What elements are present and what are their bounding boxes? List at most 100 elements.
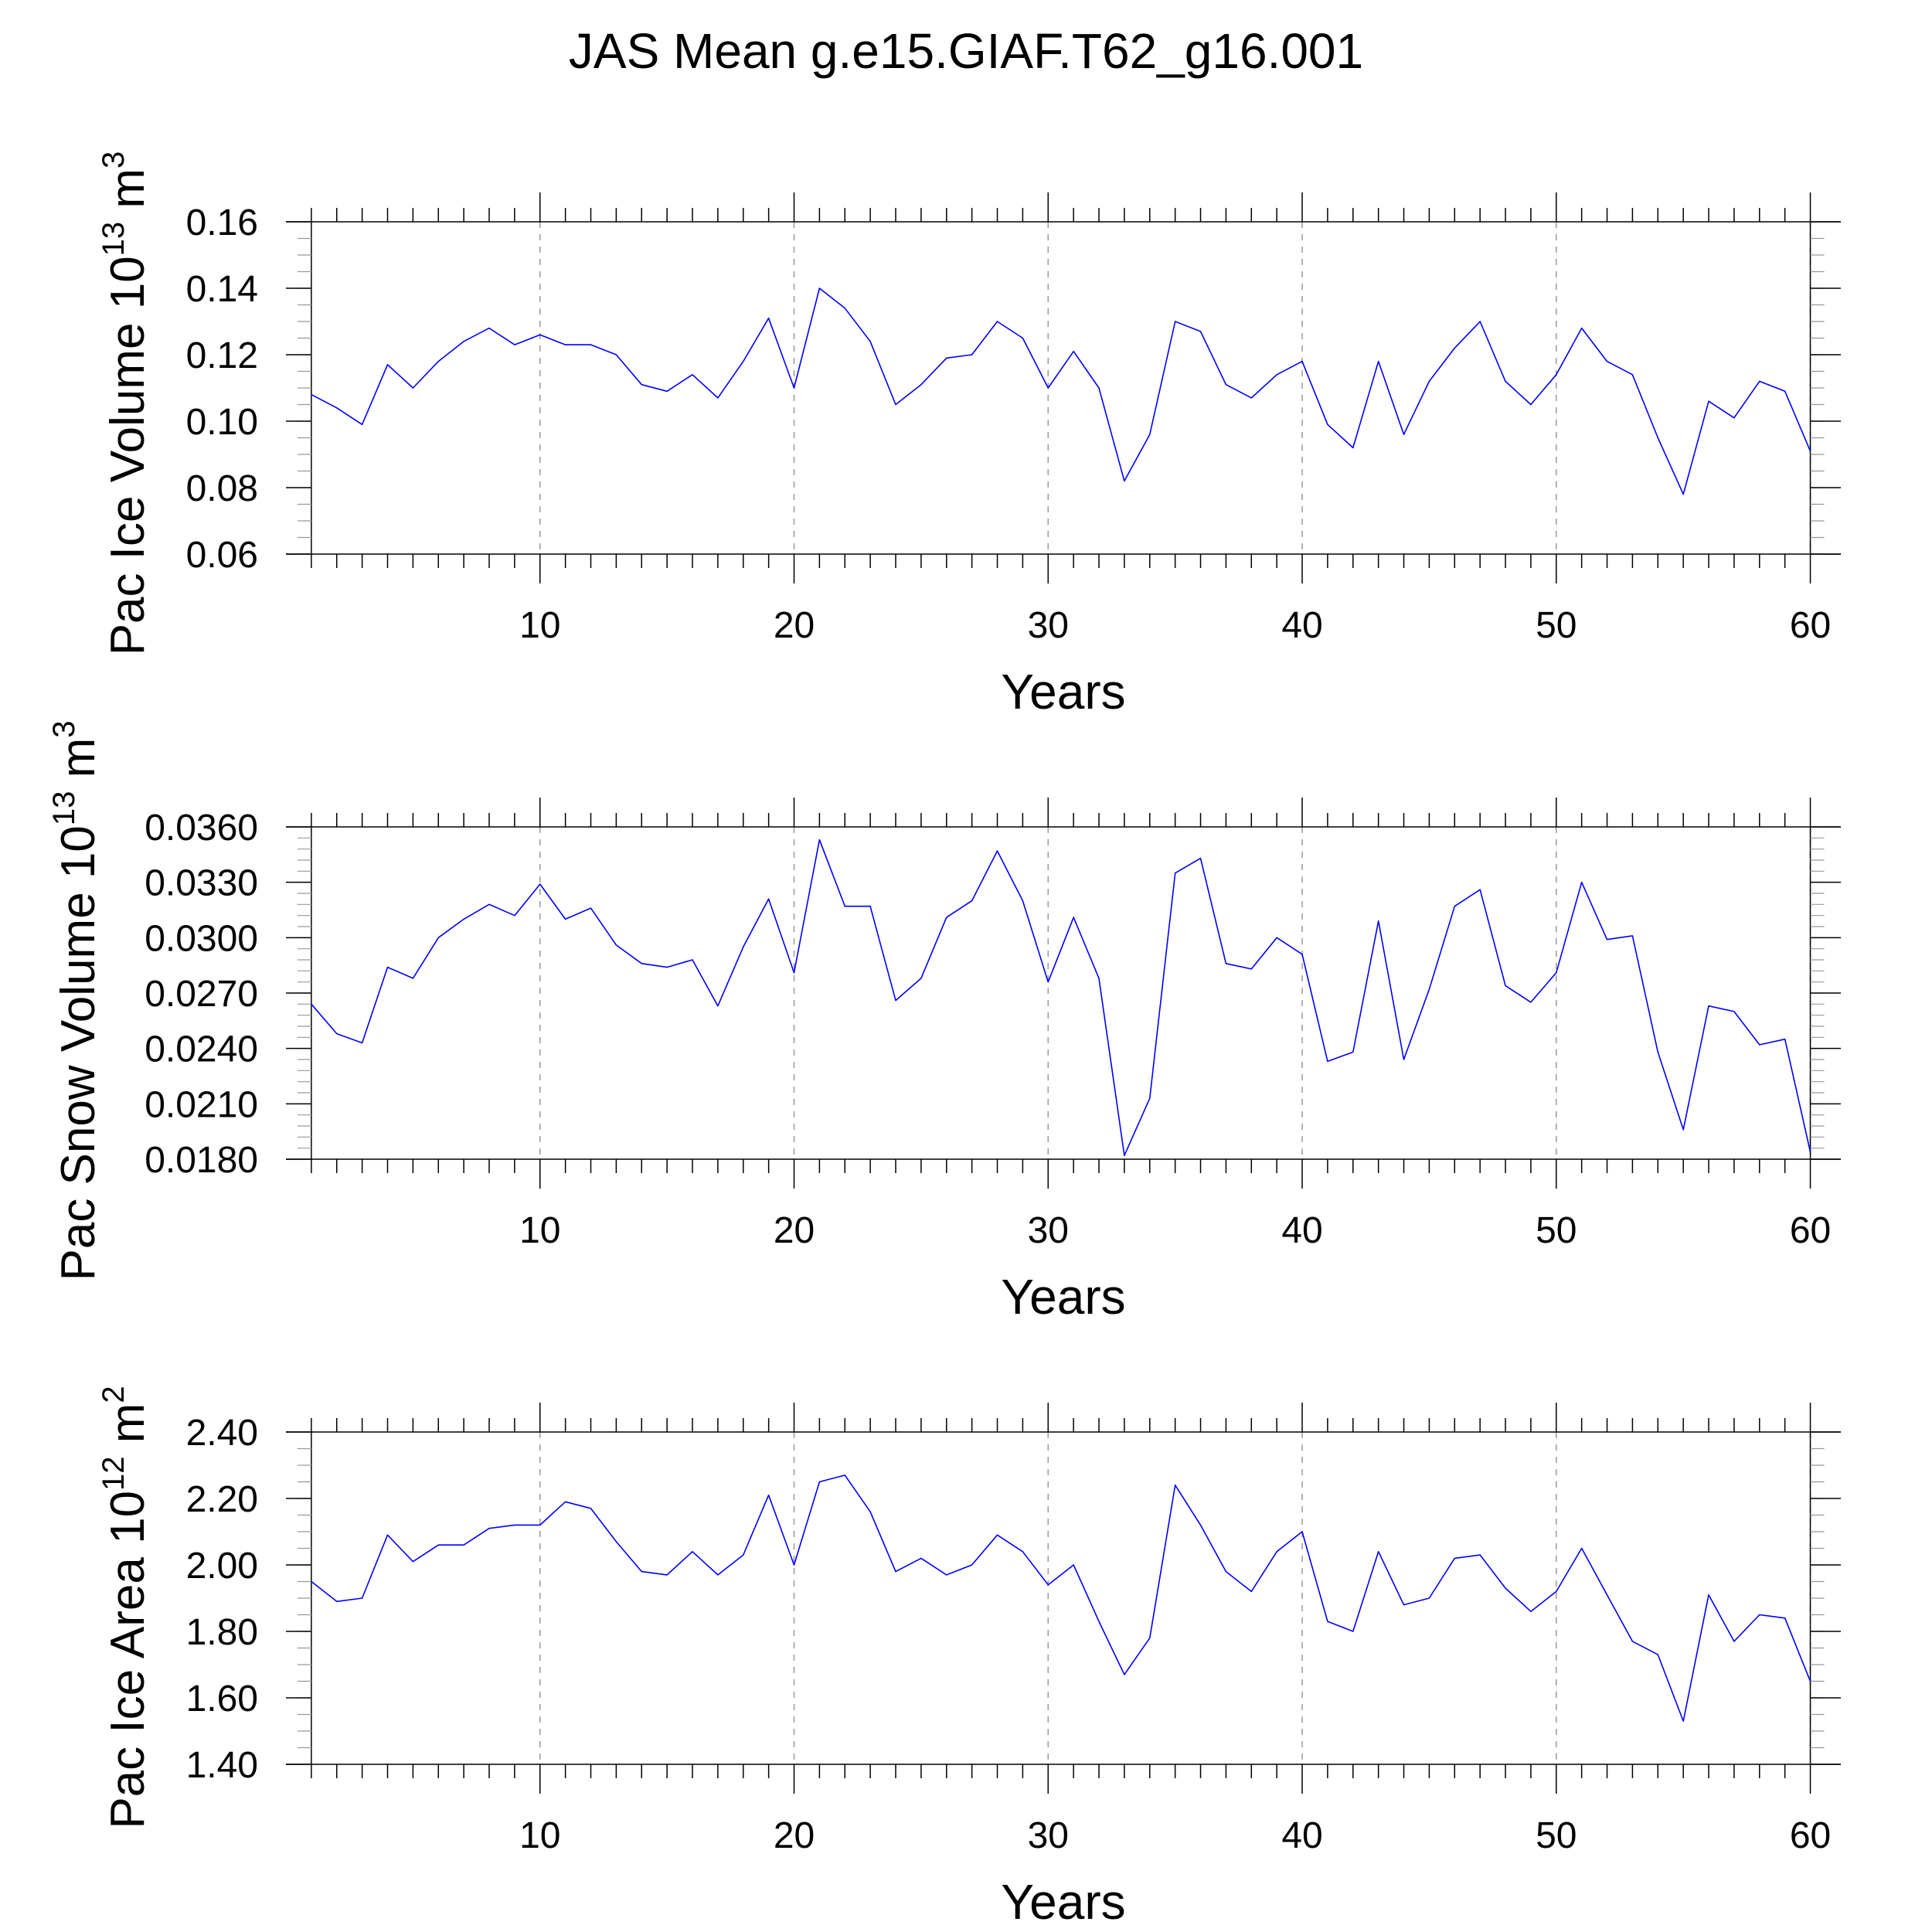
data-point <box>1809 1151 1811 1153</box>
x-axis-label: Years <box>1001 1269 1125 1325</box>
y-tick-label: 0.16 <box>186 202 258 243</box>
data-point <box>386 1534 389 1536</box>
data-point <box>768 898 770 900</box>
data-point <box>1378 361 1379 362</box>
data-point <box>996 1534 998 1536</box>
data-point <box>666 1574 668 1576</box>
data-point <box>971 900 973 902</box>
y-tick-label: 0.0360 <box>145 808 258 849</box>
data-point <box>1479 889 1481 890</box>
x-tick-label: 10 <box>519 1210 560 1251</box>
y-tick-label: 0.08 <box>186 468 258 509</box>
data-point <box>615 1541 617 1543</box>
x-tick-label: 20 <box>774 1210 815 1251</box>
x-tick-label: 50 <box>1536 1210 1577 1251</box>
data-point <box>920 384 922 386</box>
data-point <box>1454 1557 1455 1559</box>
data-point <box>1199 331 1202 332</box>
data-point <box>1708 400 1709 402</box>
data-point <box>615 944 617 946</box>
data-point <box>717 1574 719 1576</box>
data-point <box>1581 882 1583 883</box>
data-point <box>1759 1614 1760 1616</box>
x-tick-label: 50 <box>1536 1815 1577 1856</box>
data-point <box>1378 1551 1379 1553</box>
data-point <box>1098 387 1100 389</box>
data-point <box>869 341 871 342</box>
y-axis-label: Pac Snow Volume 1013 m3 <box>47 721 105 1281</box>
data-point <box>717 1005 719 1007</box>
data-point <box>488 903 490 905</box>
data-point <box>1378 920 1379 922</box>
data-point <box>1149 1097 1151 1099</box>
x-tick-label: 30 <box>1028 1210 1069 1251</box>
chart-panels: 0.06 0.08 0.10 0.12 0.14 0.16 10 20 30 40 50 60 Year… <box>47 151 1841 1930</box>
series-line <box>311 287 1811 495</box>
data-point <box>1073 1564 1074 1566</box>
data-point <box>1327 1621 1328 1622</box>
x-tick-label: 30 <box>1028 1815 1069 1856</box>
data-point <box>1759 1044 1760 1046</box>
data-point <box>818 287 820 289</box>
data-point <box>565 918 566 920</box>
data-point <box>1759 380 1760 382</box>
data-point <box>1530 1611 1532 1612</box>
data-point <box>1403 434 1405 435</box>
data-point <box>1682 1129 1684 1131</box>
data-point <box>1073 351 1074 352</box>
data-point <box>1352 447 1354 449</box>
data-point <box>1809 1680 1811 1682</box>
y-tick-label: 0.0330 <box>145 863 258 904</box>
data-point <box>1784 1617 1786 1619</box>
data-point <box>1301 1531 1303 1532</box>
data-point <box>437 937 439 938</box>
x-tick-label: 10 <box>519 605 560 646</box>
data-point <box>1199 1524 1202 1526</box>
y-tick-label: 0.14 <box>186 269 258 310</box>
x-tick-label: 40 <box>1281 1815 1322 1856</box>
y-axis-label: Pac Ice Volume 1013 m3 <box>97 151 155 656</box>
data-point <box>539 1524 541 1526</box>
data-point <box>641 384 642 386</box>
y-tick-label: 0.10 <box>186 402 258 443</box>
y-tick-label: 2.20 <box>186 1479 258 1520</box>
y-axis-label: Pac Ice Area 1012 m2 <box>97 1386 155 1828</box>
data-point <box>818 839 820 841</box>
y-tick-label: 0.06 <box>186 535 258 576</box>
data-point <box>666 966 668 968</box>
x-tick-label: 40 <box>1281 605 1322 646</box>
data-point <box>336 1032 338 1035</box>
data-point <box>386 364 389 366</box>
data-point <box>437 1544 439 1546</box>
y-tick-label: 0.0180 <box>145 1140 258 1181</box>
data-point <box>920 1557 922 1559</box>
panel-3: 1.40 1.60 1.80 2.00 2.20 2.40 10 20 30 40 50 60 Year… <box>97 1386 1841 1930</box>
data-point <box>1428 988 1430 990</box>
data-point <box>1733 417 1735 419</box>
data-point <box>641 1571 642 1573</box>
data-point <box>996 850 998 852</box>
x-tick-label: 60 <box>1790 1815 1831 1856</box>
x-axis-label: Years <box>1001 1874 1125 1930</box>
data-point <box>818 1481 820 1483</box>
y-tick-label: 2.00 <box>186 1546 258 1587</box>
data-point <box>1581 1547 1583 1549</box>
x-tick-label: 50 <box>1536 605 1577 646</box>
x-tick-label: 60 <box>1790 605 1831 646</box>
data-point <box>1708 1594 1709 1596</box>
panel-2: 0.0180 0.0210 0.0240 0.0270 0.0300 0.0330 0.03… <box>47 721 1841 1325</box>
data-point <box>1479 1554 1481 1556</box>
data-point <box>946 1574 947 1576</box>
data-point <box>1199 858 1202 859</box>
data-point <box>1047 1584 1049 1586</box>
data-point <box>1352 1051 1354 1053</box>
data-point <box>1784 390 1786 392</box>
data-point <box>1631 935 1634 937</box>
data-point <box>1250 397 1252 399</box>
data-point <box>386 966 389 968</box>
figure-title: JAS Mean g.e15.GIAF.T62_g16.001 <box>569 23 1363 79</box>
x-tick-label: 20 <box>774 605 815 646</box>
y-tick-label: 0.0210 <box>145 1084 258 1125</box>
data-point <box>1327 423 1328 425</box>
y-tick-label: 1.40 <box>186 1745 258 1786</box>
